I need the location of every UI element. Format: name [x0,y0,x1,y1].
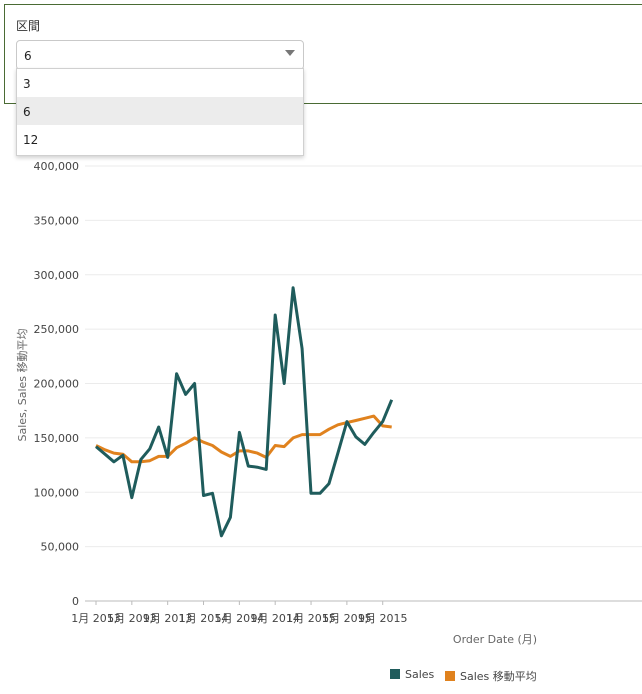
x-tick-label: 5月 2015 [322,612,372,625]
y-axis-title: Sales, Sales 移動平均 [15,328,29,441]
y-tick-label: 350,000 [34,214,80,227]
y-tick-label: 100,000 [34,486,80,499]
y-tick-label: 0 [72,595,79,608]
interval-dropdown-list: 3 6 12 [16,68,304,156]
y-tick-label: 50,000 [41,541,80,554]
series-line-sales[interactable] [95,286,394,538]
y-tick-label: 150,000 [34,432,80,445]
y-tick-label: 300,000 [34,269,80,282]
filter-label: 区間 [16,19,41,33]
interval-option-12[interactable]: 12 [23,133,39,147]
y-tick-label: 200,000 [34,378,80,391]
legend-swatch-sales [390,669,400,679]
x-tick-label: 5月 2013 [107,612,157,625]
interval-select-value: 6 [24,49,32,63]
legend-swatch-moving-average [445,671,455,681]
x-tick-label: 1月 2013 [71,612,121,625]
legend-label-moving-average: Sales 移動平均 [460,670,537,683]
x-tick-label: 1月 2014 [179,612,229,625]
interval-option-3[interactable]: 3 [23,77,31,91]
legend-item-sales[interactable]: Sales [390,668,434,681]
y-tick-label: 250,000 [34,323,80,336]
x-tick-label: 9月 2014 [250,612,300,625]
x-tick-label: 5月 2014 [215,612,265,625]
y-tick-label: 400,000 [34,160,80,173]
x-tick-label: 1月 2015 [286,612,336,625]
chevron-down-icon[interactable] [285,50,295,56]
legend-label-sales: Sales [405,668,435,681]
x-axis-title: Order Date (月) [453,633,537,646]
interval-select[interactable]: 6 [16,40,304,70]
interval-option-6[interactable]: 6 [17,97,303,125]
legend-item-moving-average[interactable]: Sales 移動平均 [445,668,537,684]
x-tick-label: 9月 2015 [358,612,408,625]
x-tick-label: 9月 2013 [143,612,193,625]
